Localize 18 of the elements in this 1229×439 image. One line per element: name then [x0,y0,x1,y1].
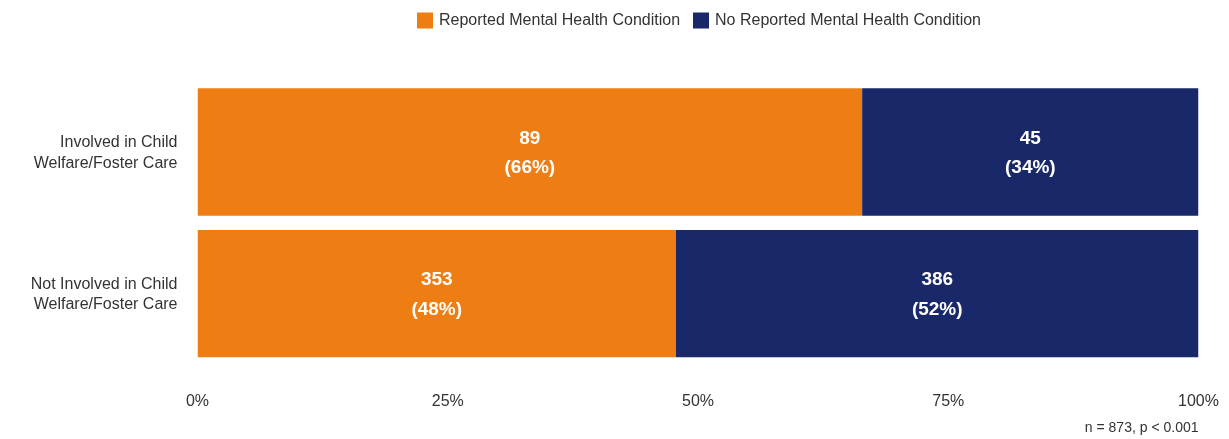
x-tick-label: 100% [1178,391,1219,409]
y-tick-label: Involved in Child Welfare/Foster Care [33,133,178,171]
bar [862,88,1199,216]
data-label: 386 (52%) [911,268,963,319]
x-tick-label: 0% [185,391,210,409]
y-tick-label: Not Involved in Child Welfare/Foster Care [30,274,178,313]
bar [197,88,863,216]
x-tick-label: 75% [932,391,965,409]
text: n = 873, p < 0.001 [1084,418,1199,435]
x-tick-label: 25% [431,391,464,409]
data-label: 353 (48%) [411,268,463,319]
x-tick-label: 50% [681,391,715,409]
legend-label: Reported Mental Health Condition [439,11,681,29]
legend-label: No Reported Mental Health Condition [715,11,981,29]
bar [675,229,1199,358]
data-label: 45 (34%) [1004,126,1056,178]
bar [197,229,676,358]
data-label: 89 (66%) [504,126,556,178]
